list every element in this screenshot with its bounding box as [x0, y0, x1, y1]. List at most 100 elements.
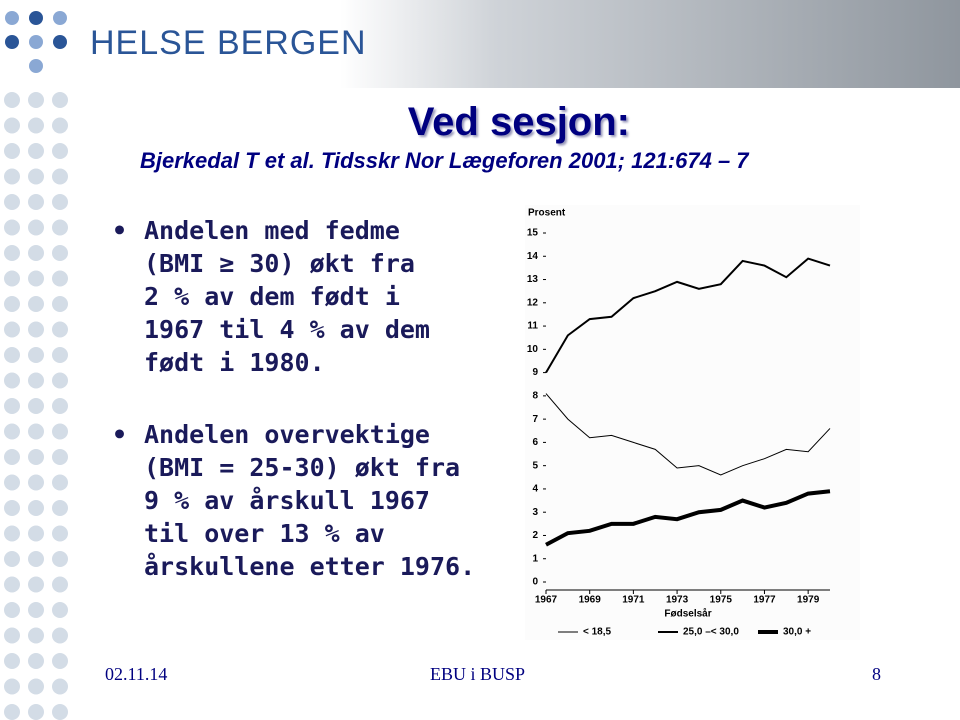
decor-dot: [28, 474, 44, 491]
decor-dot: [52, 168, 68, 185]
decor-dot: [4, 398, 20, 414]
logo-dot: [29, 59, 43, 73]
bullet-line: til over 13 % av: [144, 519, 385, 548]
decor-dot: [28, 194, 44, 210]
decor-dot: [4, 245, 20, 261]
decor-dot: [52, 347, 68, 363]
bullet-dot: •: [112, 420, 128, 449]
bullet-line: 1967 til 4 % av dem: [144, 315, 430, 344]
series-line: [545, 489, 831, 547]
logo-dot: [5, 11, 19, 25]
decor-dot: [4, 372, 20, 389]
decor-dot: [52, 219, 68, 236]
footer-date: 02.11.14: [105, 664, 168, 684]
y-tick-label: 9: [532, 367, 538, 378]
decor-dot: [52, 551, 68, 567]
decor-dot: [4, 270, 20, 287]
decor-dot: [52, 92, 68, 108]
decor-dot: [4, 551, 20, 567]
logo: HELSE BERGEN: [90, 24, 367, 62]
decor-dot: [4, 143, 20, 159]
decor-dot: [52, 704, 68, 720]
decor-dot: [4, 321, 20, 338]
bullet-line: 2 % av dem født i: [144, 282, 400, 311]
decor-dot: [52, 296, 68, 312]
decor-dot: [28, 245, 44, 261]
photo-strip: [340, 0, 960, 88]
decor-dot: [52, 500, 68, 516]
series-line: [545, 257, 831, 374]
decor-dot: [52, 117, 68, 134]
y-tick-label: 1: [532, 553, 538, 564]
decor-dot: [28, 219, 44, 236]
decor-dot: [28, 551, 44, 567]
y-tick-label: 5: [532, 460, 538, 471]
y-tick-label: 10: [527, 344, 539, 355]
decor-dot: [4, 347, 20, 363]
logo-dot: [53, 35, 67, 49]
y-tick-label: 0: [532, 577, 538, 588]
decor-dot: [28, 704, 44, 720]
decor-dot: [52, 194, 68, 210]
decor-dot: [4, 704, 20, 720]
y-tick-label: 3: [532, 507, 538, 518]
logo-dot: [29, 35, 43, 49]
x-tick-label: 1969: [579, 595, 602, 606]
legend-label: 25,0 –< 30,0: [683, 627, 739, 638]
x-tick-label: 1977: [753, 595, 776, 606]
y-tick-label: 6: [532, 437, 538, 448]
decor-dot: [4, 474, 20, 491]
decor-dot: [4, 627, 20, 644]
decor-dot: [52, 474, 68, 491]
y-tick-label: 12: [527, 297, 539, 308]
decor-dot: [4, 500, 20, 516]
series-line: [545, 393, 831, 476]
decor-dot: [28, 423, 44, 440]
decor-dot: [28, 168, 44, 185]
decor-dot: [4, 194, 20, 210]
decor-dot: [52, 143, 68, 159]
bullet-line: 9 % av årskull 1967: [144, 486, 430, 515]
decor-dot: [4, 423, 20, 440]
y-tick-label: 14: [527, 251, 539, 262]
x-tick-label: 1971: [622, 595, 645, 606]
footer-center: EBU i BUSP: [430, 664, 526, 684]
x-axis-title: Fødselsår: [664, 608, 711, 620]
chart: Prosent Fødselsår 0123456789101112131415…: [525, 205, 860, 640]
y-tick-label: 2: [532, 530, 538, 541]
bullet-line: født i 1980.: [144, 348, 325, 377]
decor-dot: [28, 449, 44, 465]
decor-dot: [52, 423, 68, 440]
logo-dot: [29, 11, 43, 25]
decor-dot: [52, 270, 68, 287]
legend-label: < 18,5: [583, 627, 612, 638]
decor-dot: [28, 653, 44, 669]
logo-dot: [53, 11, 67, 25]
decor-dot: [4, 92, 20, 108]
decor-dot: [4, 219, 20, 236]
decor-dot: [28, 117, 44, 134]
x-tick-label: 1975: [710, 595, 733, 606]
slide-title: Ved sesjon:: [407, 100, 630, 144]
bullet-line: (BMI = 25-30) økt fra: [144, 453, 461, 482]
decor-dot: [28, 296, 44, 312]
decor-dot: [4, 117, 20, 134]
decor-dot: [28, 372, 44, 389]
decor-dot: [4, 653, 20, 669]
decor-dot: [28, 347, 44, 363]
decor-dot: [52, 602, 68, 618]
decor-dot: [28, 602, 44, 618]
decor-dot: [52, 678, 68, 695]
decor-dot: [28, 576, 44, 593]
legend-label: 30,0 +: [783, 627, 811, 638]
decor-dot: [52, 525, 68, 542]
x-tick-label: 1973: [666, 595, 689, 606]
decor-dot: [52, 653, 68, 669]
decor-dot: [28, 678, 44, 695]
decor-dot: [52, 627, 68, 644]
bullet: • Andelen med fedme (BMI ≥ 30) økt fra 2 % …: [112, 214, 430, 379]
bullet: • Andelen overvektige (BMI = 25-30) økt fr…: [112, 418, 475, 583]
decor-dot: [28, 525, 44, 542]
y-tick-label: 8: [532, 391, 538, 402]
